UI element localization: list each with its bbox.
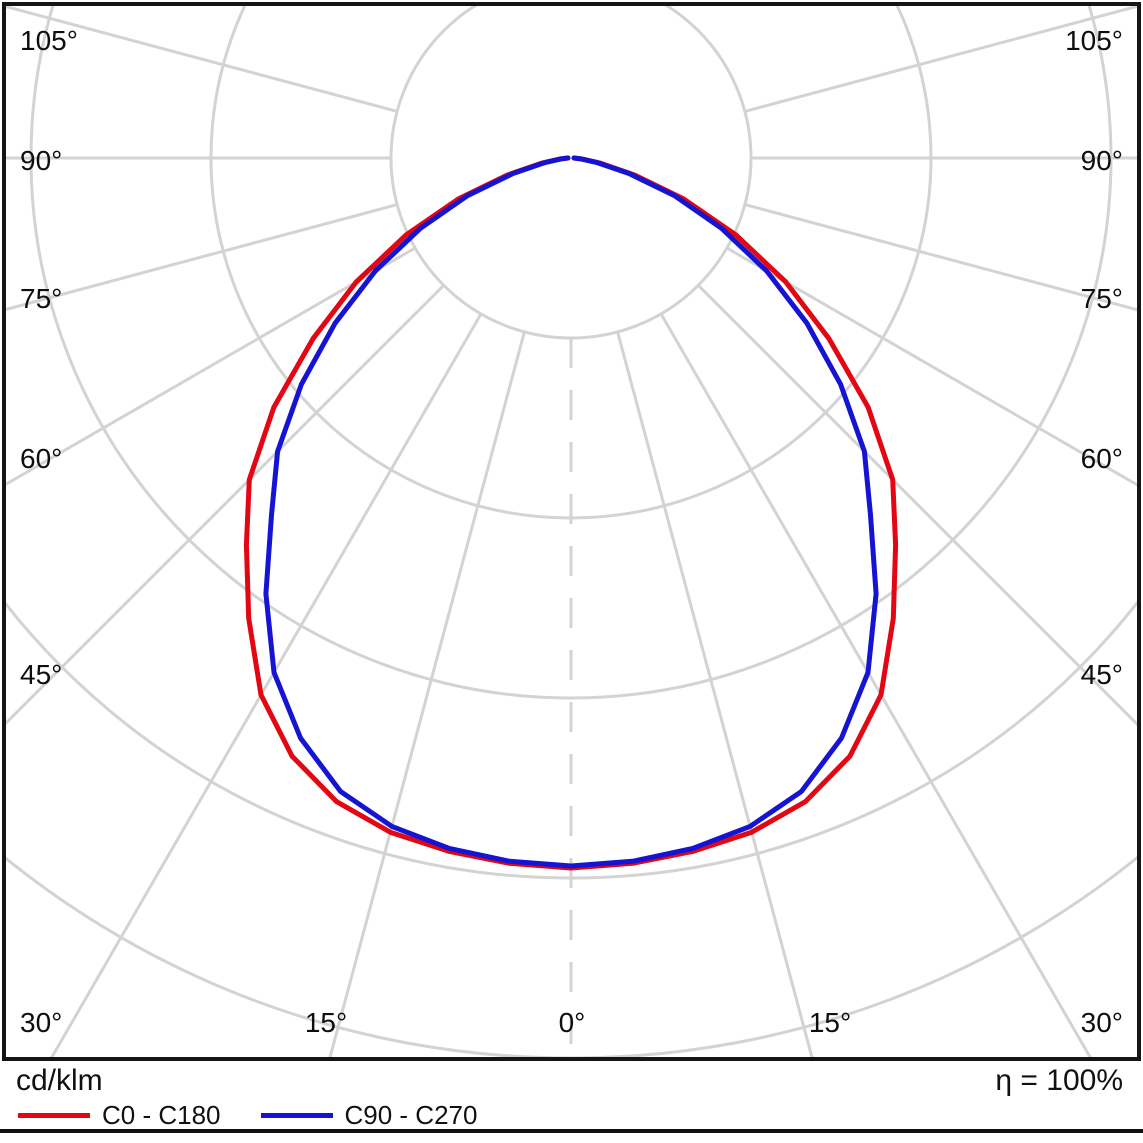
angle-labels: 105° 90° 75° 60° 45° 30° 105° 90° 75° 60° 45° 30° 15… [20, 25, 1123, 1038]
units-label: cd/klm [16, 1064, 103, 1097]
angle-label: 60° [20, 443, 62, 474]
grid-ray [697, 284, 1137, 727]
legend-item-c0-c180: C0 - C180 [18, 1100, 221, 1131]
grid-ring [209, 6, 933, 520]
grid-ring [389, 6, 753, 340]
angle-label: 60° [1081, 443, 1123, 474]
angle-label: 30° [1081, 1007, 1123, 1038]
grid-ray [744, 203, 1137, 312]
grid-ray [6, 246, 416, 486]
grid-ray [616, 331, 814, 1057]
curve-c90-c270 [263, 155, 879, 869]
chart-footer: cd/klm η = 100% [16, 1064, 1123, 1098]
grid-ray [50, 313, 483, 1057]
angle-label: 15° [305, 1007, 347, 1038]
grid-ray [6, 203, 398, 311]
c90-c270-line-swatch [260, 1113, 333, 1118]
plot-frame [2, 2, 1141, 1061]
angle-label: 15° [809, 1007, 851, 1038]
legend-item-c90-c270: C90 - C270 [260, 1100, 478, 1131]
legend: C0 - C180 C90 - C270 [18, 1100, 477, 1131]
c0-c180-line-swatch [18, 1113, 90, 1118]
angle-label: 105° [20, 25, 78, 56]
angle-label: 45° [20, 659, 62, 690]
angle-label: 75° [1081, 283, 1123, 314]
legend-label-c90-c270: C90 - C270 [344, 1100, 478, 1130]
grid-ring [6, 600, 1137, 880]
grid-ray [744, 6, 1137, 113]
angle-label: 30° [20, 1007, 62, 1038]
legend-label-c0-c180: C0 - C180 [102, 1100, 221, 1130]
angle-label: 0° [559, 1007, 586, 1038]
grid-ray [6, 284, 445, 726]
grid-ray [726, 246, 1137, 487]
angle-label: 75° [20, 283, 62, 314]
angle-label: 45° [1081, 659, 1123, 690]
polar-chart: 105° 90° 75° 60° 45° 30° 105° 90° 75° 60° 45° 30° 15… [2, 2, 1141, 1061]
grid-ray [659, 313, 1092, 1057]
grid-ray [328, 331, 526, 1057]
efficiency-label: η = 100% [995, 1064, 1123, 1097]
angle-label: 105° [1065, 25, 1123, 56]
bottom-border-line [0, 1129, 1143, 1133]
polar-grid [6, 6, 1137, 1057]
angle-label: 90° [1081, 145, 1123, 176]
grid-ray [6, 6, 398, 113]
angle-label: 90° [20, 145, 62, 176]
